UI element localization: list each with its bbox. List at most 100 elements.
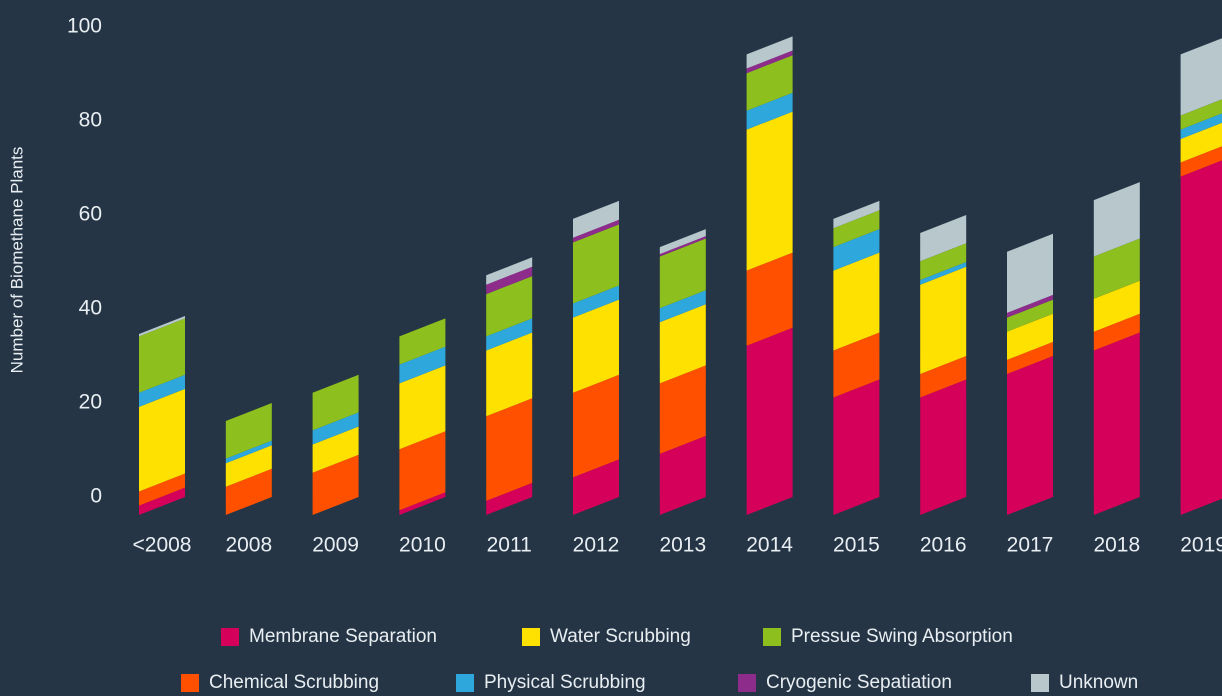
- bar-segment: [1180, 160, 1222, 515]
- x-tick-label: 2009: [312, 534, 359, 557]
- bar-segment: [746, 55, 793, 111]
- bar-segment: [1180, 113, 1222, 139]
- bar-segment: [312, 412, 359, 445]
- bar-segment: [486, 257, 533, 285]
- bar-segment: [746, 92, 793, 130]
- bar-segment: [486, 318, 533, 351]
- bar-segment: [139, 318, 185, 393]
- bar-segment: [920, 262, 967, 285]
- bar-segment: [486, 276, 533, 337]
- bar-segment: [1180, 122, 1222, 163]
- bar-segment: [1007, 233, 1053, 313]
- bar-segment: [1180, 99, 1222, 130]
- bar-segment: [399, 365, 446, 450]
- bar-segment: [312, 454, 359, 515]
- bar-segment: [746, 111, 793, 271]
- x-tick-label: 2011: [487, 534, 532, 557]
- bar-segment: [833, 379, 880, 515]
- bar-segment: [833, 229, 880, 271]
- bar-segment: [1180, 38, 1222, 116]
- bar-segment: [486, 266, 533, 295]
- bar-segment: [1180, 146, 1222, 177]
- bar-segment: [920, 379, 967, 515]
- y-tick-label: 80: [79, 109, 102, 132]
- legend-swatch: [763, 628, 781, 646]
- bar-segment: [573, 374, 619, 478]
- legend-swatch: [738, 674, 756, 692]
- bar-segment: [312, 426, 359, 473]
- bar-segment: [1007, 299, 1053, 332]
- bar-segment: [659, 365, 706, 454]
- bar-segment: [833, 210, 880, 248]
- bar-segment: [225, 445, 272, 487]
- bar-segment: [920, 266, 967, 374]
- bar-segment: [833, 252, 880, 351]
- bar-segment: [225, 468, 272, 515]
- bar-segment: [746, 252, 793, 346]
- bar-segment: [573, 459, 619, 515]
- bar-segment: [573, 299, 619, 393]
- bar-segment: [225, 440, 272, 464]
- bar-segment: [1093, 313, 1140, 351]
- bar-segment: [486, 482, 533, 515]
- x-tick-label: 2012: [573, 534, 620, 557]
- bar-segment: [225, 403, 272, 459]
- x-tick-label: 2014: [746, 534, 793, 557]
- bar-segment: [573, 200, 619, 238]
- x-tick-label: 2013: [659, 534, 706, 557]
- bar-segment: [139, 487, 185, 515]
- bar-segment: [659, 238, 706, 309]
- legend-label: Chemical Scrubbing: [209, 672, 379, 693]
- legend-label: Unknown: [1059, 672, 1138, 693]
- bar-segment: [573, 219, 619, 243]
- bar-segment: [833, 332, 880, 398]
- bar-segment: [399, 318, 446, 365]
- bar-segment: [659, 290, 706, 323]
- y-tick-label: 0: [90, 485, 102, 508]
- bar-segment: [573, 224, 619, 304]
- y-tick-label: 40: [79, 297, 102, 320]
- bar-segment: [573, 285, 619, 318]
- bar-segment: [1093, 332, 1140, 515]
- bar-segment: [1093, 182, 1140, 257]
- bar-segment: [659, 435, 706, 515]
- legend-swatch: [181, 674, 199, 692]
- bar-segment: [399, 492, 446, 515]
- bar-segment: [486, 332, 533, 417]
- legend-swatch: [456, 674, 474, 692]
- x-tick-label: 2015: [833, 534, 880, 557]
- bar-segment: [1093, 280, 1140, 332]
- bar-segment: [139, 473, 185, 506]
- bar-segment: [1007, 341, 1053, 374]
- legend-label: Cryogenic Sepatiation: [766, 672, 952, 693]
- y-tick-label: 20: [79, 391, 102, 414]
- bar-segment: [139, 388, 185, 492]
- bar-segment: [1007, 294, 1053, 318]
- legend-label: Pressue Swing Absorption: [791, 626, 1013, 647]
- legend-label: Water Scrubbing: [550, 626, 691, 647]
- bar-segment: [1007, 313, 1053, 360]
- bar-segment: [920, 243, 967, 280]
- x-tick-label: 2017: [1007, 534, 1054, 557]
- bar-segment: [920, 356, 967, 398]
- bar-segment: [746, 50, 793, 74]
- legend-swatch: [1031, 674, 1049, 692]
- y-tick-label: 100: [67, 15, 102, 38]
- legend-label: Physical Scrubbing: [484, 672, 646, 693]
- bar-segment: [399, 346, 446, 384]
- legend-swatch: [221, 628, 239, 646]
- bar-segment: [659, 304, 706, 384]
- bar-segment: [399, 431, 446, 511]
- y-axis-label: Number of Biomethane Plants: [7, 147, 26, 374]
- x-tick-label: <2008: [133, 534, 192, 557]
- legend-swatch: [522, 628, 540, 646]
- bar-segment: [486, 398, 533, 501]
- bar-segment: [746, 327, 793, 515]
- bar-segment: [1093, 238, 1140, 299]
- x-tick-label: 2008: [225, 534, 272, 557]
- bar-segment: [833, 200, 880, 229]
- bar-segment: [920, 215, 967, 262]
- x-tick-label: 2010: [399, 534, 446, 557]
- x-tick-label: 2019: [1180, 534, 1222, 557]
